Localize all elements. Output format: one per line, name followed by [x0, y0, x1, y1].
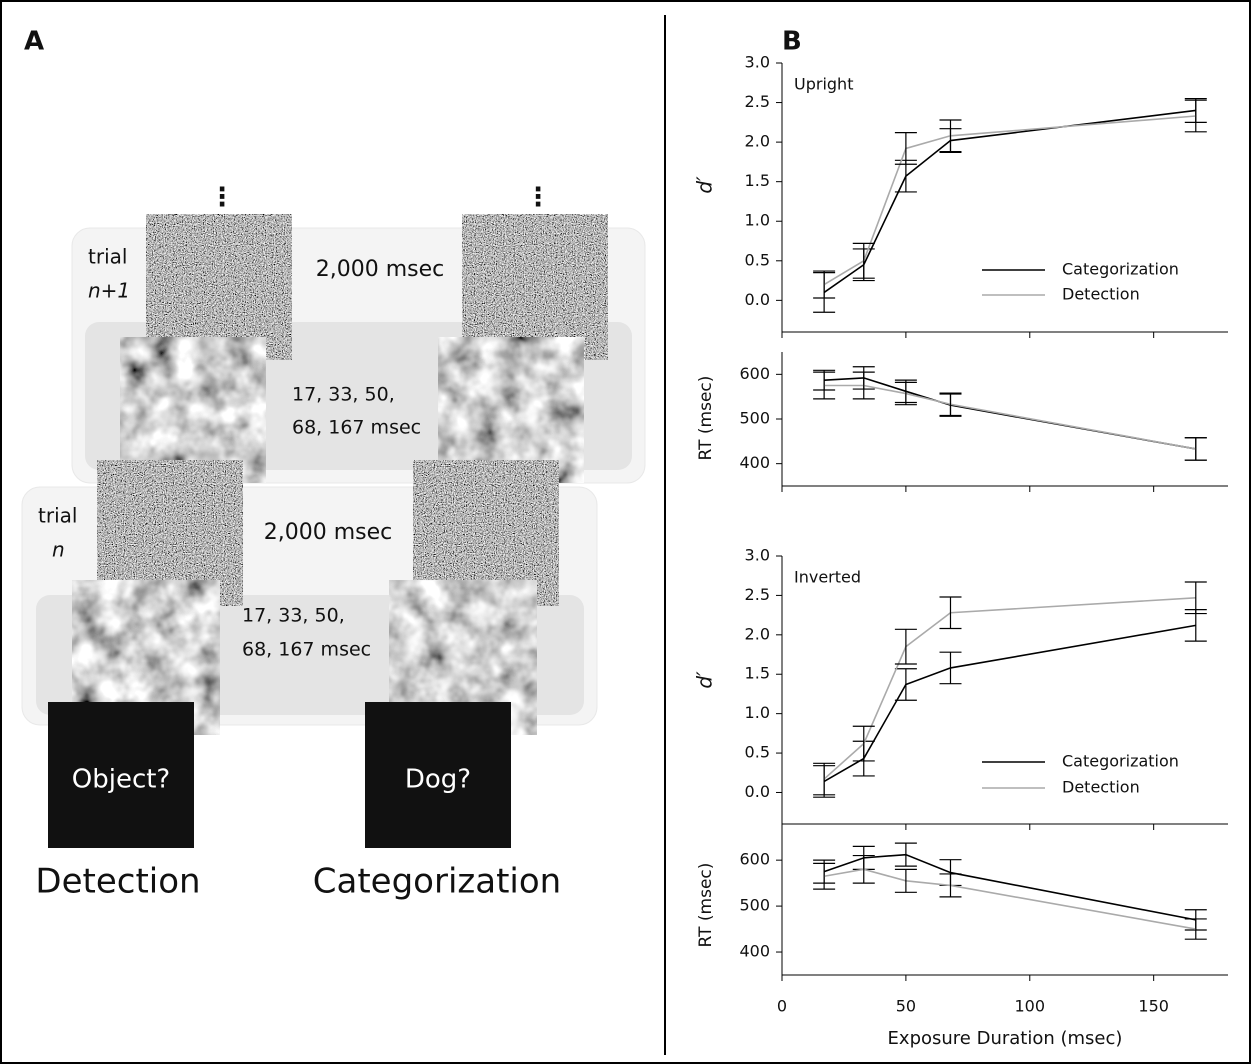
trial-label: trial	[38, 504, 77, 528]
y-tick-label: 1.0	[745, 703, 770, 722]
legend-label: Detection	[1062, 285, 1140, 304]
error-bar	[939, 651, 962, 685]
y-tick-label: 2.0	[745, 624, 770, 643]
chart: 400 500 600 0 50 100 150 Exposure Duration (mse…	[696, 828, 1228, 1049]
error-bar	[1184, 581, 1207, 615]
y-tick-label: 400	[739, 453, 770, 472]
prompt: Dog?	[405, 765, 471, 795]
error-bar	[894, 668, 917, 701]
error-bar	[852, 242, 875, 279]
x-tick-label: 150	[1138, 997, 1169, 1016]
panel-a: A ⋮ ⋮ trial n+1 2,000 msec 17, 33, 50, 6…	[21, 27, 646, 902]
error-bar	[894, 868, 917, 893]
noise-mask	[462, 214, 608, 360]
series-line	[823, 853, 1196, 921]
error-bar	[939, 596, 962, 630]
y-tick-label: 0.0	[745, 782, 770, 801]
y-axis-label: RT (msec)	[696, 376, 716, 461]
isi-label: 2,000 msec	[316, 257, 445, 282]
prompt: Object?	[72, 765, 170, 795]
legend-label: Categorization	[1062, 752, 1179, 771]
error-bar	[1184, 99, 1207, 133]
x-axis-label: Exposure Duration (msec)	[888, 1028, 1123, 1049]
y-tick-label: 0.0	[745, 290, 770, 309]
error-bar	[852, 371, 875, 400]
error-bar	[894, 381, 917, 406]
y-axis-label: d′	[693, 671, 717, 689]
error-bar	[939, 873, 962, 898]
y-tick-label: 1.0	[745, 211, 770, 230]
y-axis-label: d′	[693, 176, 717, 194]
error-bar	[1184, 609, 1207, 642]
y-tick-label: 400	[739, 942, 770, 961]
y-tick-label: 600	[739, 850, 770, 869]
y-tick-label: 1.5	[745, 664, 770, 683]
error-bar	[894, 159, 917, 193]
x-tick-label: 0	[777, 997, 787, 1016]
trial-index: n+1	[88, 279, 130, 303]
y-tick-label: 2.0	[745, 132, 770, 151]
ellipsis: ⋮	[525, 183, 551, 213]
y-axis-label: RT (msec)	[696, 863, 716, 948]
y-tick-label: 3.0	[745, 546, 770, 565]
y-tick-label: 2.5	[745, 585, 770, 604]
stimulus-image	[120, 337, 266, 483]
y-tick-label: 500	[739, 409, 770, 428]
y-tick-label: 1.5	[745, 171, 770, 190]
error-bar	[894, 628, 917, 665]
response-screen	[48, 702, 194, 848]
legend-label: Detection	[1062, 778, 1140, 797]
chart-title: Upright	[794, 75, 853, 94]
y-tick-label: 3.0	[745, 53, 770, 72]
legend-label: Categorization	[1062, 260, 1179, 279]
chart: 0.0 0.5 1.0 1.5 2.0 2.5 3.0 d′ Inverted Categoriz…	[693, 546, 1228, 830]
error-bar	[852, 854, 875, 884]
chart-title: Inverted	[794, 568, 861, 587]
exposure-label: 68, 167 msec	[292, 417, 421, 439]
chart: 400 500 600 RT (msec)	[696, 352, 1228, 492]
x-tick-label: 100	[1015, 997, 1046, 1016]
error-bar	[1184, 437, 1207, 461]
noise-mask	[146, 214, 292, 360]
error-bar	[894, 842, 917, 867]
y-tick-label: 600	[739, 364, 770, 383]
error-bar	[852, 725, 875, 762]
task-name: Detection	[35, 862, 200, 902]
trial-index: n	[52, 538, 65, 562]
error-bar	[894, 132, 917, 165]
error-bar	[813, 762, 836, 796]
task-name: Categorization	[313, 862, 561, 902]
y-tick-label: 0.5	[745, 743, 770, 762]
error-bar	[813, 270, 836, 299]
panel-label: B	[782, 27, 802, 57]
error-bar	[1184, 918, 1207, 940]
error-bar	[813, 371, 836, 400]
exposure-label: 68, 167 msec	[242, 639, 371, 661]
y-tick-label: 2.5	[745, 92, 770, 111]
series-line	[823, 868, 1196, 930]
trial-label: trial	[88, 245, 127, 269]
exposure-label: 17, 33, 50,	[292, 384, 395, 406]
isi-label: 2,000 msec	[264, 520, 393, 545]
error-bar	[813, 862, 836, 890]
stimulus-image	[438, 337, 584, 483]
y-tick-label: 0.5	[745, 250, 770, 269]
panel-label: A	[24, 27, 44, 57]
exposure-label: 17, 33, 50,	[242, 605, 345, 627]
ellipsis: ⋮	[209, 183, 235, 213]
x-tick-label: 50	[896, 997, 916, 1016]
y-tick-label: 500	[739, 896, 770, 915]
error-bar	[939, 392, 962, 417]
series-line	[824, 384, 1196, 450]
response-screen	[365, 702, 511, 848]
error-bar	[939, 119, 962, 153]
chart: 0.0 0.5 1.0 1.5 2.0 2.5 3.0 d′ Upright Categoriza…	[693, 53, 1228, 338]
